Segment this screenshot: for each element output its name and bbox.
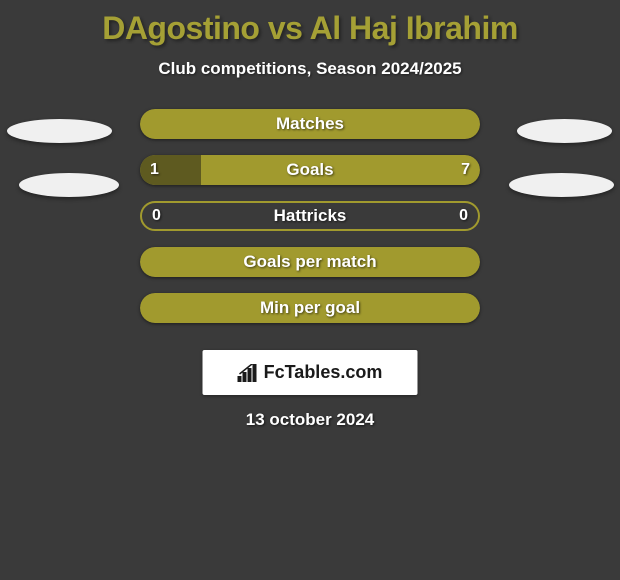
subtitle: Club competitions, Season 2024/2025 [0,59,620,79]
bar-goals-per-match: Goals per match [140,247,480,277]
bar-label: Goals per match [140,247,480,277]
logo-chart-icon [238,364,260,382]
player-photo-left-1 [7,119,112,143]
bars: Matches 1 Goals 7 0 Hattricks 0 Goals pe… [140,109,480,339]
infographic: DAgostino vs Al Haj Ibrahim Club competi… [0,0,620,580]
logo-text: FcTables.com [264,362,383,383]
bar-min-per-goal: Min per goal [140,293,480,323]
bar-matches: Matches [140,109,480,139]
bar-label: Matches [140,109,480,139]
logo: FcTables.com [238,362,383,383]
bar-value-right: 0 [459,203,468,229]
chart-area: Matches 1 Goals 7 0 Hattricks 0 Goals pe… [0,109,620,359]
bar-goals: 1 Goals 7 [140,155,480,185]
bar-label: Goals [140,155,480,185]
logo-box: FcTables.com [203,350,418,395]
date: 13 october 2024 [0,410,620,430]
player-photo-right-1 [517,119,612,143]
bar-label: Hattricks [142,203,478,229]
player-photo-left-2 [19,173,119,197]
player-photo-right-2 [509,173,614,197]
bar-label: Min per goal [140,293,480,323]
bar-hattricks: 0 Hattricks 0 [140,201,480,231]
page-title: DAgostino vs Al Haj Ibrahim [0,0,620,47]
bar-value-right: 7 [461,155,470,185]
